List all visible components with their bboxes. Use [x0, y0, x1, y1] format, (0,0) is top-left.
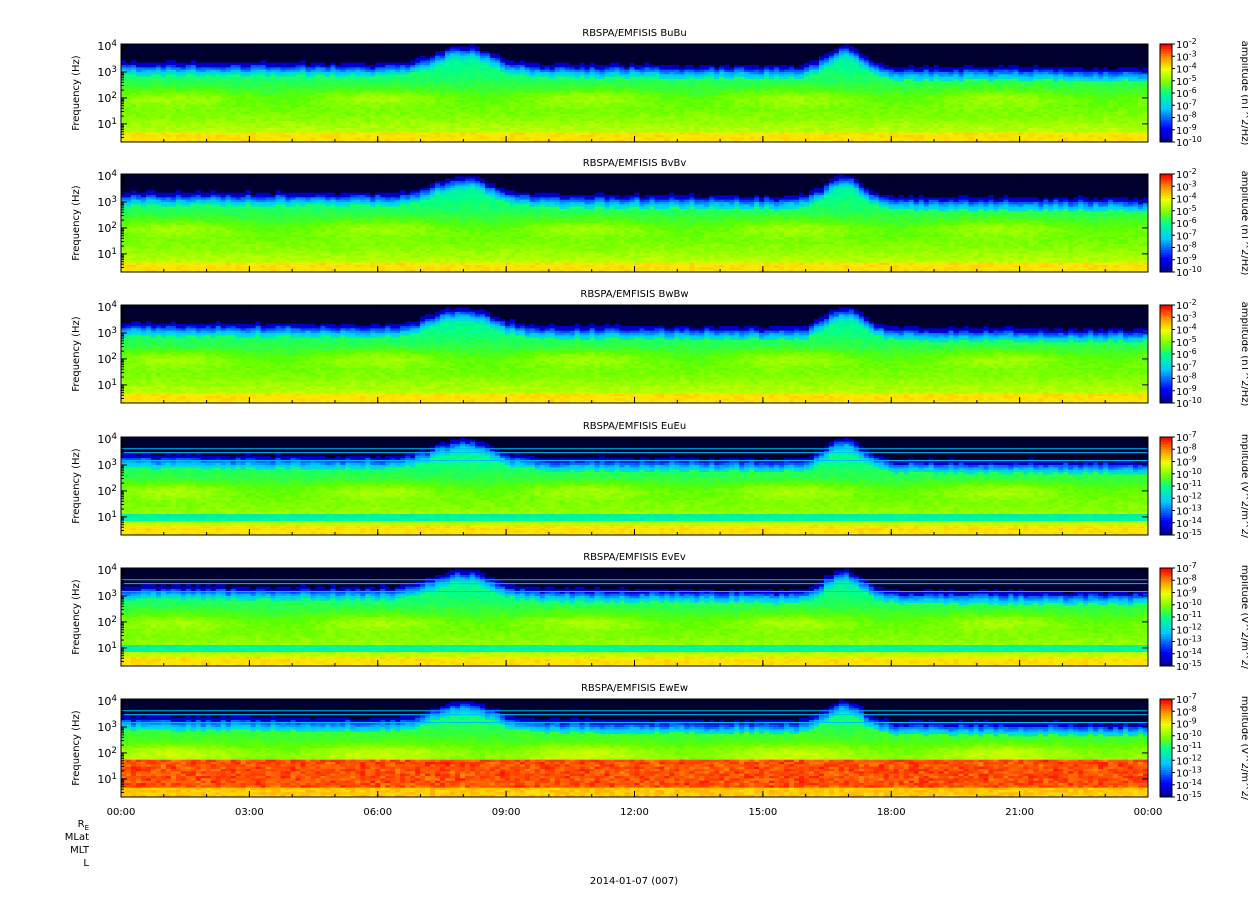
- y-tick-label: 103: [97, 458, 117, 472]
- x-tick-label: 00:00: [107, 807, 136, 818]
- colorbar-tick-label: 10-15: [1176, 659, 1202, 673]
- y-tick-label: 102: [97, 746, 117, 760]
- spectrogram-image: [121, 437, 1148, 535]
- y-tick-label: 101: [97, 117, 117, 131]
- y-tick-label: 101: [97, 378, 117, 392]
- x-tick-label: 15:00: [748, 807, 777, 818]
- y-tick-label: 101: [97, 772, 117, 786]
- y-tick-label: 101: [97, 247, 117, 261]
- colorbar-tick-label: 10-15: [1176, 790, 1202, 804]
- colorbar-label: mplitude (V^2/m^2/: [1239, 565, 1248, 670]
- panel-title: RBSPA/EMFISIS BuBu: [582, 28, 686, 39]
- spectrogram-panel: RBSPA/EMFISIS BwBw 104 103 102 101 Frequency …: [71, 289, 1248, 410]
- panel-title: RBSPA/EMFISIS EuEu: [583, 421, 686, 432]
- y-tick-label: 104: [97, 563, 117, 577]
- y-axis-label: Frequency (Hz): [71, 55, 82, 131]
- colorbar: 10-210-310-410-510-610-710-810-910-10amp…: [1160, 167, 1248, 279]
- y-tick-label: 101: [97, 641, 117, 655]
- y-tick-label: 102: [97, 484, 117, 498]
- x-tick-label: 00:00: [1134, 807, 1163, 818]
- y-tick-label: 102: [97, 352, 117, 366]
- spectrogram-image: [121, 44, 1148, 142]
- colorbar-label: amplitude (nT^2/Hz): [1239, 41, 1248, 146]
- y-axis-label: Frequency (Hz): [71, 710, 82, 786]
- x-tick-label: 18:00: [877, 807, 906, 818]
- colorbar-label: mplitude (V^2/m^2/: [1239, 434, 1248, 539]
- y-axis-label: Frequency (Hz): [71, 185, 82, 261]
- y-tick-label: 104: [97, 39, 117, 53]
- y-axis-label: Frequency (Hz): [71, 579, 82, 655]
- colorbar: 10-710-810-910-1010-1110-1210-1310-1410-…: [1160, 430, 1248, 542]
- ephemeris-label: RE: [78, 819, 89, 832]
- x-tick-label: 12:00: [620, 807, 649, 818]
- y-tick-label: 103: [97, 720, 117, 734]
- colorbar-tick-label: 10-10: [1176, 265, 1202, 279]
- colorbar: 10-210-310-410-510-610-710-810-910-10amp…: [1160, 298, 1248, 410]
- y-tick-label: 102: [97, 221, 117, 235]
- colorbar-label: amplitude (nT^2/Hz): [1239, 171, 1248, 276]
- y-tick-label: 103: [97, 65, 117, 79]
- colorbar: 10-210-310-410-510-610-710-810-910-10amp…: [1160, 37, 1248, 149]
- colorbar: 10-710-810-910-1010-1110-1210-1310-1410-…: [1160, 561, 1248, 673]
- y-tick-label: 103: [97, 195, 117, 209]
- spectrogram-panel: RBSPA/EMFISIS BvBv 104 103 102 101 Frequency …: [71, 158, 1248, 279]
- panel-title: RBSPA/EMFISIS BvBv: [583, 158, 687, 169]
- spectrogram-panel: RBSPA/EMFISIS EvEv 104 103 102 101 Frequency …: [71, 552, 1248, 673]
- colorbar-tick-label: 10-10: [1176, 396, 1202, 410]
- x-tick-label: 06:00: [363, 807, 392, 818]
- y-tick-label: 102: [97, 615, 117, 629]
- colorbar: 10-710-810-910-1010-1110-1210-1310-1410-…: [1160, 692, 1248, 804]
- x-tick-label: 09:00: [492, 807, 521, 818]
- panel-title: RBSPA/EMFISIS EvEv: [583, 552, 686, 563]
- y-tick-label: 104: [97, 300, 117, 314]
- y-tick-label: 104: [97, 694, 117, 708]
- ephemeris-label: MLat: [65, 832, 89, 843]
- colorbar-label: amplitude (nT^2/Hz): [1239, 302, 1248, 407]
- spectrogram-image: [121, 699, 1148, 797]
- spectrogram-image: [121, 568, 1148, 666]
- spectrogram-panel: RBSPA/EMFISIS EuEu 104 103 102 101 Frequency …: [71, 421, 1248, 542]
- colorbar-tick-label: 10-15: [1176, 528, 1202, 542]
- date-label: 2014-01-07 (007): [590, 876, 678, 887]
- ephemeris-label: MLT: [70, 845, 90, 856]
- y-axis-label: Frequency (Hz): [71, 316, 82, 392]
- y-axis-label: Frequency (Hz): [71, 448, 82, 524]
- spectrogram-image: [121, 174, 1148, 272]
- spectrogram-panel: RBSPA/EMFISIS EwEw 104 103 102 101 Frequency …: [71, 683, 1248, 804]
- x-tick-label: 03:00: [235, 807, 264, 818]
- spectrogram-panel: RBSPA/EMFISIS BuBu 104 103 102 101 Frequency …: [71, 28, 1248, 149]
- y-tick-label: 104: [97, 169, 117, 183]
- y-tick-label: 103: [97, 589, 117, 603]
- colorbar-label: mplitude (V^2/m^2/: [1239, 696, 1248, 801]
- colorbar-tick-label: 10-10: [1176, 135, 1202, 149]
- y-tick-label: 104: [97, 432, 117, 446]
- panel-title: RBSPA/EMFISIS BwBw: [580, 289, 688, 300]
- ephemeris-label: L: [83, 858, 89, 869]
- y-tick-label: 103: [97, 326, 117, 340]
- panel-title: RBSPA/EMFISIS EwEw: [581, 683, 688, 694]
- x-tick-label: 21:00: [1005, 807, 1034, 818]
- spectrogram-image: [121, 305, 1148, 403]
- y-tick-label: 102: [97, 91, 117, 105]
- y-tick-label: 101: [97, 510, 117, 524]
